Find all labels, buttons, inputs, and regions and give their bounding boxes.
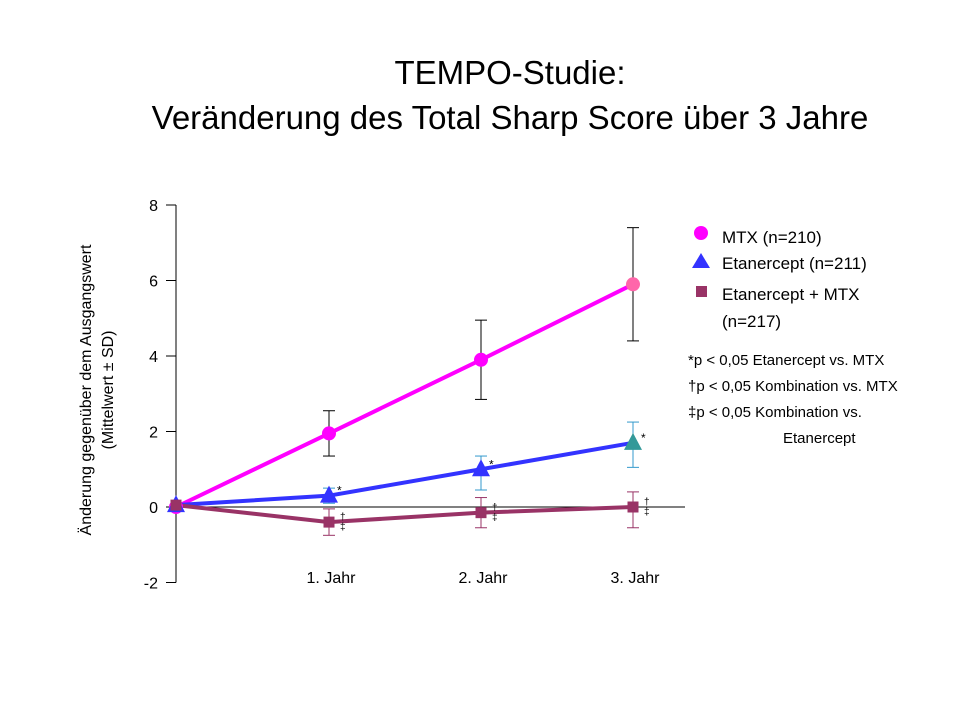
y-tick-label: 4 <box>149 349 158 366</box>
chart-title: TEMPO-Studie: Veränderung des Total Shar… <box>0 50 960 140</box>
y-tick-label: 8 <box>149 198 158 215</box>
series-line <box>175 282 634 509</box>
note-etanercept-vs-mtx: *p < 0,05 Etanercept vs. MTX <box>688 352 884 369</box>
note-combination-vs-etanercept-cont: Etanercept <box>783 430 856 447</box>
significance-mark: ‡ <box>644 507 650 518</box>
legend-marker-combination <box>696 286 707 297</box>
series-line <box>175 503 634 525</box>
data-point <box>320 485 338 503</box>
plot-area: ***†‡†‡†‡ <box>167 227 650 536</box>
y-axis-label-line-1: Änderung gegenüber dem Ausgangswert <box>77 244 95 535</box>
significance-mark: ‡ <box>340 522 346 533</box>
significance-mark: † <box>340 512 346 523</box>
significance-mark: † <box>644 497 650 508</box>
data-point <box>624 432 642 450</box>
data-point <box>322 426 336 441</box>
legend-label-etanercept: Etanercept (n=211) <box>722 254 867 273</box>
title-line-1: TEMPO-Studie: <box>394 54 626 91</box>
note-combination-vs-etanercept: ‡p < 0,05 Kombination vs. <box>688 404 862 421</box>
significance-mark: * <box>641 431 646 445</box>
significance-mark: † <box>492 503 498 514</box>
axes: 8 6 4 2 0 -2 1. Jahr 2. Jahr 3. Jahr <box>144 198 685 593</box>
data-point <box>475 507 487 519</box>
y-tick-label: 2 <box>149 425 158 442</box>
y-axis-label-line-2: (Mittelwert ± SD) <box>100 330 117 449</box>
data-point <box>627 501 639 513</box>
legend-label-combination-n: (n=217) <box>722 312 781 331</box>
significance-mark: * <box>337 484 342 498</box>
data-point <box>323 516 335 528</box>
data-point <box>472 459 490 477</box>
data-point <box>170 499 182 511</box>
y-tick-label: 6 <box>149 274 158 291</box>
legend-label-combination: Etanercept + MTX <box>722 285 859 304</box>
legend-marker-mtx <box>694 226 708 240</box>
data-point <box>474 352 488 367</box>
significance-notes: *p < 0,05 Etanercept vs. MTX †p < 0,05 K… <box>688 352 898 447</box>
y-tick-label: -2 <box>144 576 158 593</box>
x-tick-label: 3. Jahr <box>611 570 661 587</box>
significance-mark: ‡ <box>492 513 498 524</box>
title-line-2: Veränderung des Total Sharp Score über 3… <box>151 99 869 136</box>
legend: MTX (n=210) Etanercept (n=211) Etanercep… <box>692 226 867 331</box>
x-tick-label: 1. Jahr <box>307 570 357 587</box>
data-point <box>626 277 640 292</box>
legend-marker-etanercept <box>692 253 710 268</box>
significance-mark: * <box>489 457 494 471</box>
series-line <box>175 440 634 508</box>
note-combination-vs-mtx: †p < 0,05 Kombination vs. MTX <box>688 378 898 395</box>
legend-label-mtx: MTX (n=210) <box>722 228 822 247</box>
x-tick-label: 2. Jahr <box>459 570 509 587</box>
y-tick-label: 0 <box>149 500 158 517</box>
